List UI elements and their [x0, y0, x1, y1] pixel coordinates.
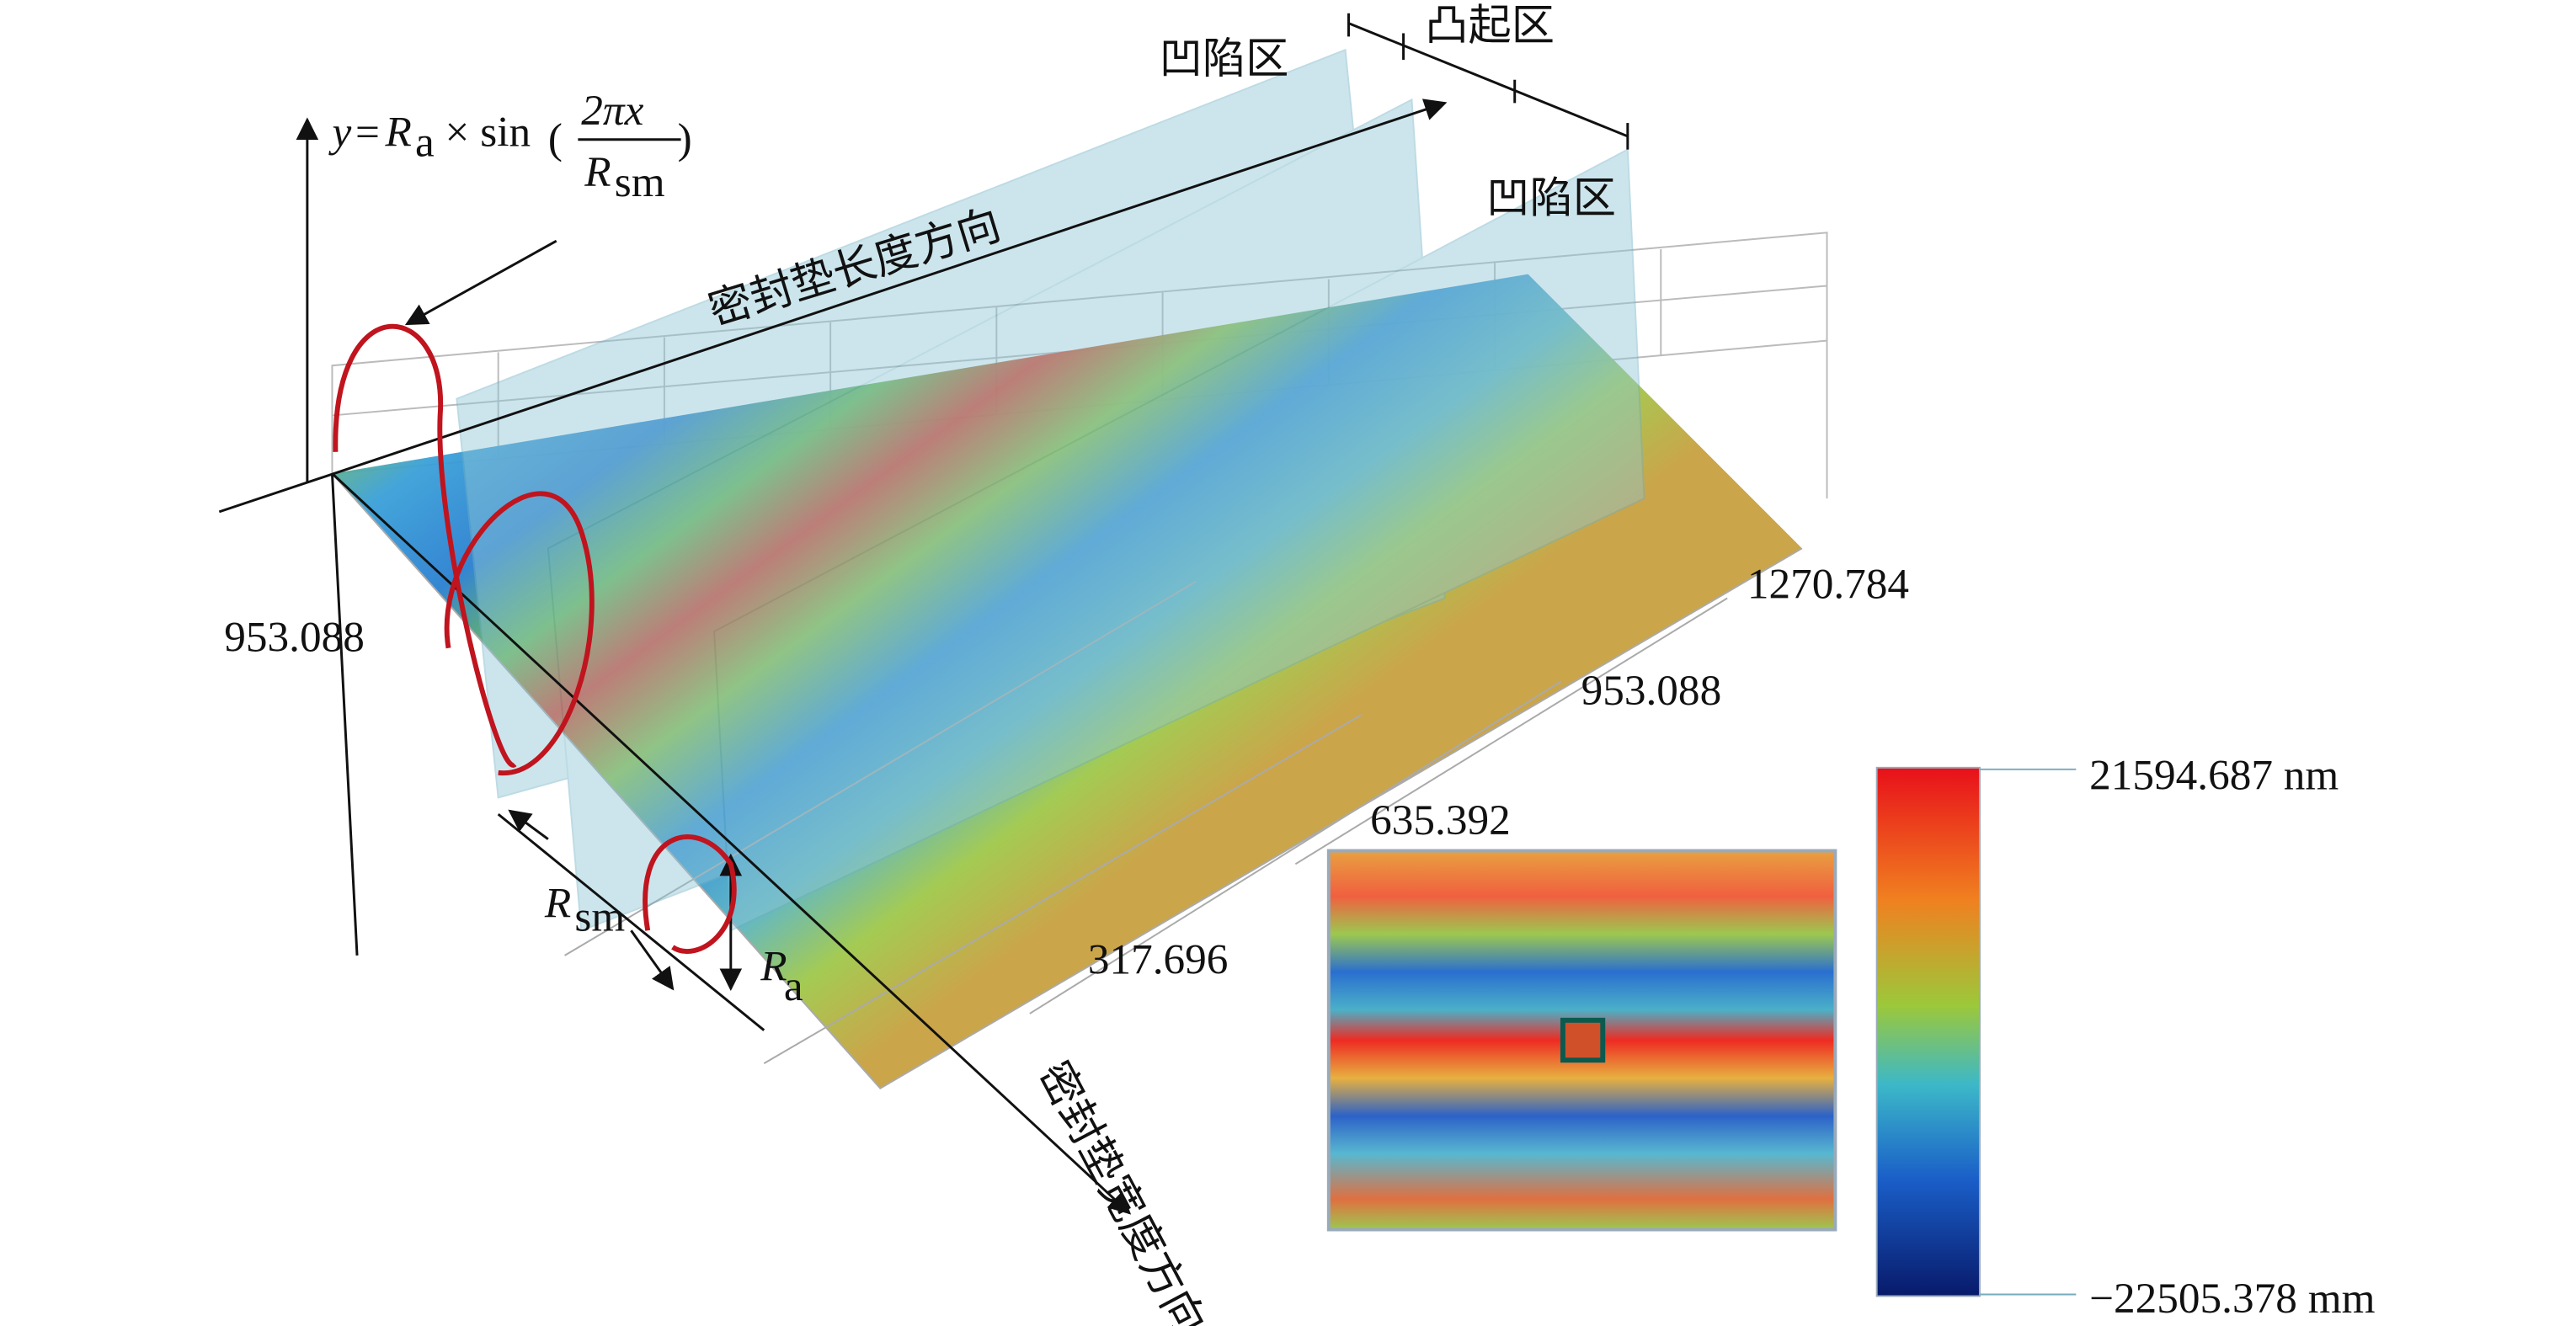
zone-label: 凹陷区 — [1486, 173, 1616, 224]
formula-den: R — [584, 148, 611, 196]
axis-label: 953.088 — [224, 614, 365, 662]
axis-label: 1270.784 — [1747, 561, 1909, 609]
rsm-symbol: R — [544, 879, 571, 927]
axis-label: 953.088 — [1581, 667, 1722, 715]
width-direction: 密封垫宽度方向 — [1028, 1053, 1214, 1326]
axes — [218, 13, 1629, 1215]
rsm-sub: sm — [574, 892, 625, 940]
paren: ( — [548, 115, 563, 163]
formula-eq: = — [355, 109, 380, 157]
inset-map — [1326, 849, 1837, 1232]
sine-loops — [333, 323, 737, 954]
colorbar-max: 21594.687 nm — [2089, 751, 2339, 799]
formula-r: R — [385, 109, 412, 157]
formula-op: × sin — [445, 109, 531, 157]
colorbar-min: −22505.378 mm — [2089, 1275, 2375, 1323]
axis-label: 635.392 — [1370, 796, 1511, 844]
paren: ) — [678, 115, 692, 163]
zone-label: 凹陷区 — [1160, 34, 1289, 84]
axis-label: 317.696 — [1088, 936, 1229, 984]
formula-r-sub: a — [415, 119, 435, 167]
zone-label: 凸起区 — [1425, 0, 1555, 51]
formula-num: 2πx — [581, 87, 643, 135]
section-planes — [456, 48, 1645, 932]
formula-lhs: y — [328, 109, 351, 157]
colorbar — [1875, 766, 2077, 1297]
ra-sub: a — [784, 962, 803, 1010]
front-grid — [331, 472, 1803, 1090]
formula-den-sub: sm — [615, 158, 665, 206]
ra-symbol: R — [760, 942, 787, 990]
